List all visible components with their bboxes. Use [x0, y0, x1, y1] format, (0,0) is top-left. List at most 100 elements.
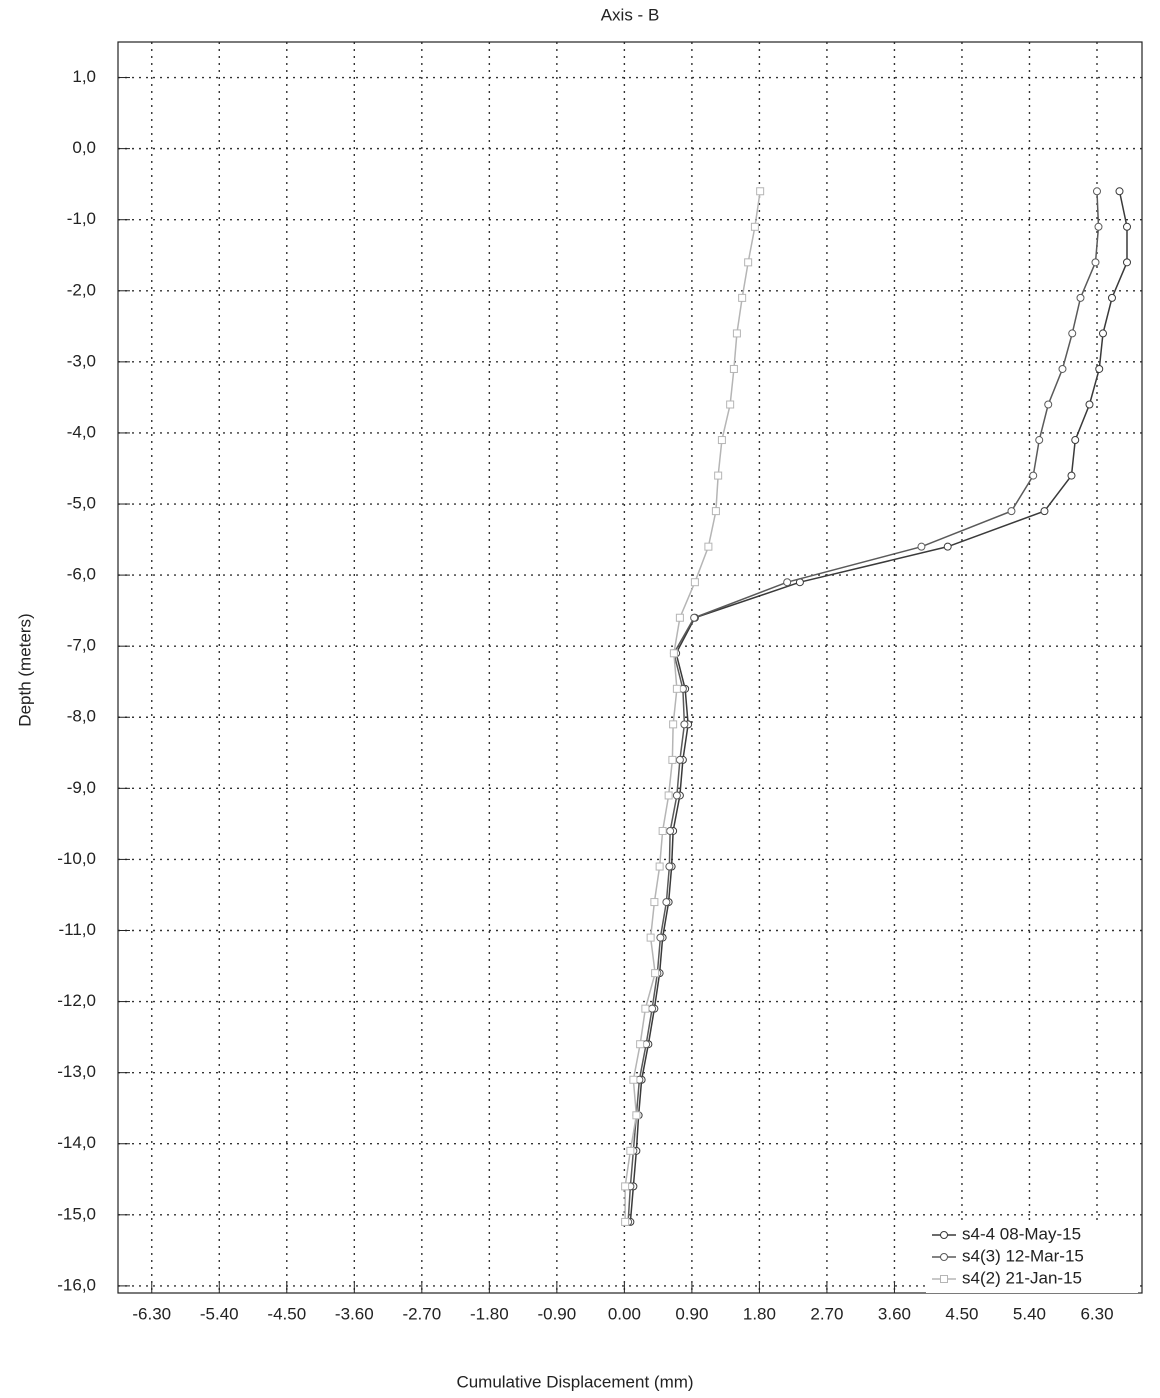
- marker: [738, 293, 747, 302]
- marker: [717, 436, 726, 445]
- marker: [729, 364, 738, 373]
- marker: [756, 187, 765, 196]
- marker: [656, 933, 665, 942]
- y-axis-label: Depth (meters): [15, 613, 34, 726]
- marker: [662, 898, 671, 907]
- marker: [783, 578, 792, 587]
- x-tick-label: 3.60: [878, 1304, 911, 1323]
- marker: [1115, 187, 1124, 196]
- series-line: [629, 191, 1128, 1222]
- marker: [1092, 187, 1101, 196]
- marker: [1029, 471, 1038, 480]
- marker: [666, 826, 675, 835]
- y-tick-label: -12,0: [57, 991, 96, 1010]
- marker: [711, 507, 720, 516]
- y-tick-label: -15,0: [57, 1204, 96, 1223]
- x-tick-label: -3.60: [335, 1304, 374, 1323]
- x-tick-label: 1.80: [743, 1304, 776, 1323]
- y-tick-label: -4,0: [67, 422, 96, 441]
- marker: [1067, 471, 1076, 480]
- x-tick-label: 6.30: [1080, 1304, 1113, 1323]
- marker: [726, 400, 735, 409]
- marker: [665, 862, 674, 871]
- marker: [651, 969, 660, 978]
- y-tick-label: -7,0: [67, 636, 96, 655]
- marker: [1071, 436, 1080, 445]
- marker: [672, 791, 681, 800]
- marker: [648, 1004, 657, 1013]
- marker: [669, 649, 678, 658]
- legend-label: s4-4 08-May-15: [962, 1224, 1081, 1243]
- x-tick-label: -1.80: [470, 1304, 509, 1323]
- marker: [1040, 507, 1049, 516]
- marker: [732, 329, 741, 338]
- marker: [629, 1075, 638, 1084]
- legend-label: s4(2) 21-Jan-15: [962, 1268, 1082, 1287]
- y-tick-label: -2,0: [67, 280, 96, 299]
- marker: [690, 613, 699, 622]
- y-tick-label: -3,0: [67, 351, 96, 370]
- marker: [669, 720, 678, 729]
- y-tick-label: -9,0: [67, 778, 96, 797]
- x-tick-label: -6.30: [132, 1304, 171, 1323]
- legend-label: s4(3) 12-Mar-15: [962, 1246, 1084, 1265]
- marker: [1095, 364, 1104, 373]
- x-tick-label: -5.40: [200, 1304, 239, 1323]
- marker: [1035, 436, 1044, 445]
- y-tick-label: -14,0: [57, 1133, 96, 1152]
- y-tick-label: -16,0: [57, 1275, 96, 1294]
- chart-title: Axis - B: [601, 5, 660, 24]
- marker: [1076, 293, 1085, 302]
- marker: [1122, 258, 1131, 267]
- marker: [1085, 400, 1094, 409]
- y-tick-label: -11,0: [59, 920, 97, 939]
- marker: [750, 222, 759, 231]
- marker: [621, 1217, 630, 1226]
- y-tick-label: -6,0: [67, 565, 96, 584]
- marker: [641, 1004, 650, 1013]
- y-tick-label: -5,0: [67, 494, 96, 513]
- x-axis-label: Cumulative Displacement (mm): [456, 1372, 693, 1391]
- legend-box: [926, 1221, 1138, 1293]
- marker: [1091, 258, 1100, 267]
- marker: [1094, 222, 1103, 231]
- y-tick-label: 1,0: [72, 67, 96, 86]
- x-tick-label: 0.90: [675, 1304, 708, 1323]
- x-tick-label: -4.50: [267, 1304, 306, 1323]
- marker: [668, 755, 677, 764]
- marker: [1007, 507, 1016, 516]
- marker: [1098, 329, 1107, 338]
- x-tick-label: 4.50: [945, 1304, 978, 1323]
- marker: [940, 1253, 948, 1261]
- marker: [664, 791, 673, 800]
- series-line: [624, 191, 761, 1222]
- marker: [680, 720, 689, 729]
- y-tick-label: -8,0: [67, 707, 96, 726]
- marker: [714, 471, 723, 480]
- marker: [940, 1231, 948, 1239]
- y-tick-label: -13,0: [57, 1062, 96, 1081]
- plot-frame: [117, 41, 1143, 1294]
- marker: [704, 542, 713, 551]
- x-tick-label: 5.40: [1013, 1304, 1046, 1323]
- marker: [1122, 222, 1131, 231]
- x-tick-label: 2.70: [810, 1304, 843, 1323]
- marker: [943, 542, 952, 551]
- marker: [658, 826, 667, 835]
- marker: [940, 1275, 948, 1283]
- marker: [1058, 364, 1067, 373]
- marker: [672, 684, 681, 693]
- marker: [632, 1111, 641, 1120]
- marker: [1107, 293, 1116, 302]
- y-tick-label: 0,0: [72, 138, 96, 157]
- marker: [626, 1146, 635, 1155]
- marker: [1068, 329, 1077, 338]
- marker: [675, 755, 684, 764]
- marker: [675, 613, 684, 622]
- x-tick-label: -0.90: [537, 1304, 576, 1323]
- y-tick-label: -10,0: [57, 849, 96, 868]
- marker: [917, 542, 926, 551]
- marker: [1044, 400, 1053, 409]
